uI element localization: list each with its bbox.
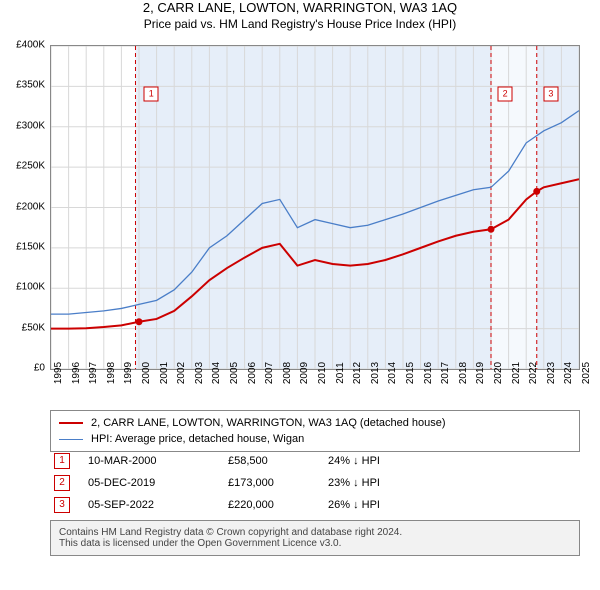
plot-area: 1 2 3 [50, 45, 580, 370]
x-tick-label: 1997 [88, 362, 99, 384]
x-tick-label: 1999 [123, 362, 134, 384]
x-tick-label: 2001 [159, 362, 170, 384]
legend: 2, CARR LANE, LOWTON, WARRINGTON, WA3 1A… [50, 410, 580, 452]
x-tick-label: 2024 [563, 362, 574, 384]
x-tick-label: 2003 [194, 362, 205, 384]
event-price: £58,500 [228, 455, 328, 467]
event-delta: 23% ↓ HPI [328, 477, 380, 489]
x-tick-label: 2009 [299, 362, 310, 384]
x-tick-label: 2014 [387, 362, 398, 384]
event-date: 05-SEP-2022 [88, 499, 228, 511]
legend-swatch [59, 439, 83, 440]
x-tick-label: 2011 [335, 362, 346, 384]
footer-line: Contains HM Land Registry data © Crown c… [59, 527, 571, 538]
x-tick-label: 2008 [282, 362, 293, 384]
legend-item: 2, CARR LANE, LOWTON, WARRINGTON, WA3 1A… [59, 415, 571, 431]
event-marker-icon: 2 [54, 475, 70, 491]
y-tick-label: £350K [16, 80, 45, 91]
y-tick-label: £250K [16, 161, 45, 172]
footer-line: This data is licensed under the Open Gov… [59, 538, 571, 549]
plot-event-marker: 2 [498, 87, 513, 102]
x-tick-label: 2010 [317, 362, 328, 384]
x-tick-label: 2005 [229, 362, 240, 384]
event-delta: 26% ↓ HPI [328, 499, 380, 511]
x-tick-label: 2004 [211, 362, 222, 384]
event-date: 05-DEC-2019 [88, 477, 228, 489]
event-row: 1 10-MAR-2000 £58,500 24% ↓ HPI [50, 450, 580, 472]
event-marker-icon: 3 [54, 497, 70, 513]
x-tick-label: 2018 [458, 362, 469, 384]
x-tick-label: 2007 [264, 362, 275, 384]
event-marker-icon: 1 [54, 453, 70, 469]
y-tick-label: £200K [16, 201, 45, 212]
event-row: 2 05-DEC-2019 £173,000 23% ↓ HPI [50, 472, 580, 494]
x-tick-label: 2012 [352, 362, 363, 384]
x-tick-label: 2022 [528, 362, 539, 384]
x-tick-label: 2002 [176, 362, 187, 384]
x-tick-label: 2020 [493, 362, 504, 384]
event-date: 10-MAR-2000 [88, 455, 228, 467]
plot-event-marker: 3 [543, 87, 558, 102]
legend-item: HPI: Average price, detached house, Wiga… [59, 431, 571, 447]
plot-event-marker: 1 [144, 87, 159, 102]
legend-swatch [59, 422, 83, 424]
y-tick-label: £100K [16, 282, 45, 293]
x-tick-label: 1998 [106, 362, 117, 384]
legend-label: HPI: Average price, detached house, Wiga… [91, 433, 304, 445]
x-tick-label: 2016 [423, 362, 434, 384]
x-tick-label: 2013 [370, 362, 381, 384]
chart-container: 2, CARR LANE, LOWTON, WARRINGTON, WA3 1A… [0, 0, 600, 590]
attribution-footer: Contains HM Land Registry data © Crown c… [50, 520, 580, 556]
x-tick-label: 2019 [475, 362, 486, 384]
x-tick-label: 2021 [511, 362, 522, 384]
event-price: £220,000 [228, 499, 328, 511]
y-tick-label: £0 [34, 363, 45, 374]
x-tick-label: 2006 [247, 362, 258, 384]
chart-subtitle: Price paid vs. HM Land Registry's House … [0, 17, 600, 31]
y-tick-label: £400K [16, 40, 45, 51]
x-tick-label: 1995 [53, 362, 64, 384]
x-tick-label: 2023 [546, 362, 557, 384]
events-table: 1 10-MAR-2000 £58,500 24% ↓ HPI 2 05-DEC… [50, 450, 580, 516]
y-tick-label: £150K [16, 241, 45, 252]
chart-title: 2, CARR LANE, LOWTON, WARRINGTON, WA3 1A… [0, 0, 600, 15]
y-tick-label: £300K [16, 120, 45, 131]
x-tick-label: 1996 [71, 362, 82, 384]
event-price: £173,000 [228, 477, 328, 489]
x-tick-label: 2017 [440, 362, 451, 384]
x-tick-label: 2000 [141, 362, 152, 384]
x-tick-label: 2015 [405, 362, 416, 384]
event-row: 3 05-SEP-2022 £220,000 26% ↓ HPI [50, 494, 580, 516]
x-tick-label: 2025 [581, 362, 592, 384]
y-tick-label: £50K [22, 322, 45, 333]
legend-label: 2, CARR LANE, LOWTON, WARRINGTON, WA3 1A… [91, 417, 446, 429]
event-delta: 24% ↓ HPI [328, 455, 380, 467]
